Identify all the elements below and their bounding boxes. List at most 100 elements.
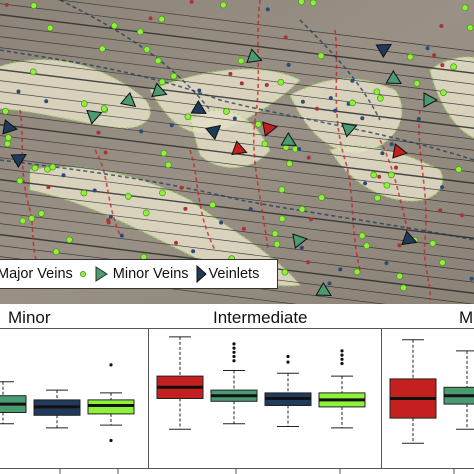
major-intersection-point <box>298 0 305 6</box>
intersection-point <box>459 213 464 218</box>
intersection-point <box>394 165 398 170</box>
vein-trace <box>0 159 474 241</box>
intersection-point <box>469 276 474 281</box>
intersection-point <box>327 281 332 286</box>
intersection-point <box>46 185 51 190</box>
intersection-point <box>4 2 9 7</box>
intersection-point <box>306 260 311 265</box>
intersection-point <box>44 99 49 104</box>
intersection-point <box>300 99 305 104</box>
major-intersection-point <box>358 232 366 240</box>
outlier-point <box>340 361 344 366</box>
intersection-point <box>189 0 194 4</box>
major-intersection-point <box>376 94 384 102</box>
major-intersection-point <box>170 72 178 80</box>
major-intersection-point <box>349 99 356 107</box>
areole-region <box>429 56 474 139</box>
areole-region <box>0 59 152 129</box>
areole-region <box>189 109 271 169</box>
panel-title-minor: Minor <box>8 308 51 327</box>
intersection-point <box>119 233 124 238</box>
major-intersection-point <box>413 80 421 87</box>
vein-marker <box>423 92 439 108</box>
major-intersection-point <box>100 105 108 112</box>
major-intersection-point <box>298 205 306 213</box>
panel-title-major: M <box>459 308 474 327</box>
major-intersection-point <box>136 28 144 36</box>
vein-marker <box>292 233 308 249</box>
intersection-point <box>108 214 113 219</box>
intersection-point <box>309 217 313 222</box>
transect-line <box>0 168 474 228</box>
major-intersection-point <box>158 15 166 23</box>
major-intersection-point <box>142 209 150 217</box>
intersection-point <box>92 188 97 193</box>
major-intersection-point <box>184 113 192 121</box>
vein-marker <box>204 124 222 141</box>
intersection-point <box>232 116 237 121</box>
intersection-point <box>333 108 338 113</box>
major-intersection-point <box>400 284 407 292</box>
major-intersection-point <box>80 189 88 197</box>
intersection-point <box>328 96 333 101</box>
outlier-point <box>286 354 290 359</box>
major-intersection-point <box>46 24 54 32</box>
major-intersection-point <box>52 248 60 256</box>
legend-veinlets-icon <box>196 264 207 284</box>
vein-marker <box>262 121 278 137</box>
major-intersection-point <box>66 236 73 244</box>
major-intersection-point <box>374 194 381 202</box>
major-intersection-point <box>278 215 286 223</box>
outlier-point <box>340 357 344 361</box>
major-intersection-point <box>261 140 269 148</box>
vein-traces <box>0 0 474 301</box>
vein-trace <box>59 0 211 111</box>
intersection-point <box>425 46 430 51</box>
major-intersection-point <box>5 134 12 142</box>
major-intersection-point <box>124 193 132 200</box>
major-intersection-point <box>317 52 325 60</box>
intersection-point <box>380 151 385 156</box>
vein-marker <box>315 281 332 297</box>
transect-line <box>0 68 474 129</box>
intersection-point <box>183 206 188 211</box>
vein-marker <box>231 140 248 156</box>
intersection-point <box>239 81 244 86</box>
major-intersection-point <box>370 171 378 179</box>
major-intersection-point <box>99 45 106 53</box>
major-intersection-point <box>209 201 216 209</box>
major-intersection-point <box>461 4 469 12</box>
major-intersection-point <box>318 194 325 201</box>
major-intersection-point <box>159 189 166 197</box>
intersection-point <box>174 240 178 245</box>
outlier-point <box>340 349 344 353</box>
major-intersection-point <box>286 160 293 167</box>
intersection-point <box>148 16 153 21</box>
vein-marker <box>190 99 207 115</box>
major-intersection-point <box>383 181 391 189</box>
major-intersection-point <box>273 240 281 248</box>
major-intersection-point <box>143 46 151 53</box>
vein-trace <box>299 19 381 121</box>
major-intersection-point <box>271 230 279 237</box>
major-intersection-point <box>28 215 36 222</box>
transect-line <box>0 212 474 272</box>
vein-trace <box>334 29 361 271</box>
major-intersection-point <box>353 268 361 276</box>
intersection-point <box>264 83 269 87</box>
outlier-point <box>286 360 290 364</box>
transect-line <box>0 36 474 96</box>
intersection-point <box>363 181 368 186</box>
transect-line <box>0 157 474 217</box>
transect-line <box>0 201 474 261</box>
major-intersection-point <box>80 100 88 107</box>
intersection-point <box>96 130 101 135</box>
major-intersection-point <box>363 242 371 250</box>
intersection-point <box>297 147 302 151</box>
major-intersection-point <box>31 164 39 172</box>
intersection-point <box>377 174 382 179</box>
outlier-point <box>232 342 236 346</box>
major-intersection-point <box>450 63 457 71</box>
intersection-point <box>299 245 304 250</box>
intersection-point <box>241 226 246 231</box>
